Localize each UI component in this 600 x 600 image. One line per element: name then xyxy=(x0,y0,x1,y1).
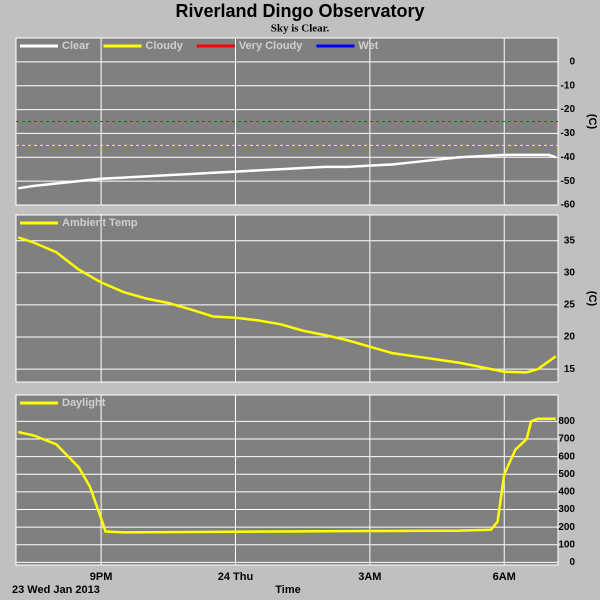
x-tick-label: 3AM xyxy=(358,571,381,583)
y-tick-label: 500 xyxy=(558,469,575,480)
legend-label: Wet xyxy=(358,40,378,52)
y-axis-label: (C) xyxy=(586,114,598,130)
y-tick-label: 20 xyxy=(564,332,576,343)
x-tick-label: 9PM xyxy=(90,571,113,583)
panel xyxy=(15,394,559,566)
y-tick-label: 800 xyxy=(558,416,575,427)
y-tick-label: 25 xyxy=(564,300,576,311)
y-tick-label: 300 xyxy=(558,504,575,515)
legend-label: Daylight xyxy=(62,397,106,409)
y-tick-label: -60 xyxy=(561,200,576,211)
y-axis-label: (C) xyxy=(586,291,598,307)
legend-label: Very Cloudy xyxy=(239,40,303,52)
y-tick-label: -30 xyxy=(561,128,576,139)
y-tick-label: 200 xyxy=(558,522,575,533)
legend-label: Clear xyxy=(62,40,90,52)
y-tick-label: 15 xyxy=(564,364,576,375)
y-tick-label: 100 xyxy=(558,539,575,550)
y-tick-label: 35 xyxy=(564,235,576,246)
y-tick-label: -20 xyxy=(561,104,576,115)
x-tick-label: 6AM xyxy=(493,571,516,583)
x-axis-label: Time xyxy=(275,584,300,596)
legend-label: Ambient Temp xyxy=(62,217,138,229)
y-tick-label: -40 xyxy=(561,152,576,163)
date-label: 23 Wed Jan 2013 xyxy=(12,584,100,596)
y-tick-label: 30 xyxy=(564,267,576,278)
data-line xyxy=(17,236,557,374)
y-tick-label: 0 xyxy=(569,56,575,67)
y-tick-label: 600 xyxy=(558,451,575,462)
data-line xyxy=(18,153,557,190)
panel xyxy=(15,214,559,383)
y-tick-label: -50 xyxy=(561,176,576,187)
y-tick-label: 0 xyxy=(569,557,575,568)
y-tick-label: 400 xyxy=(558,487,575,498)
chart-title: Riverland Dingo Observatory xyxy=(175,1,424,21)
data-line xyxy=(17,417,556,534)
x-tick-label: 24 Thu xyxy=(218,571,253,583)
legend-label: Cloudy xyxy=(146,40,184,52)
chart-subtitle: Sky is Clear. xyxy=(271,23,330,35)
y-tick-label: 700 xyxy=(558,434,575,445)
y-tick-label: -10 xyxy=(561,80,576,91)
